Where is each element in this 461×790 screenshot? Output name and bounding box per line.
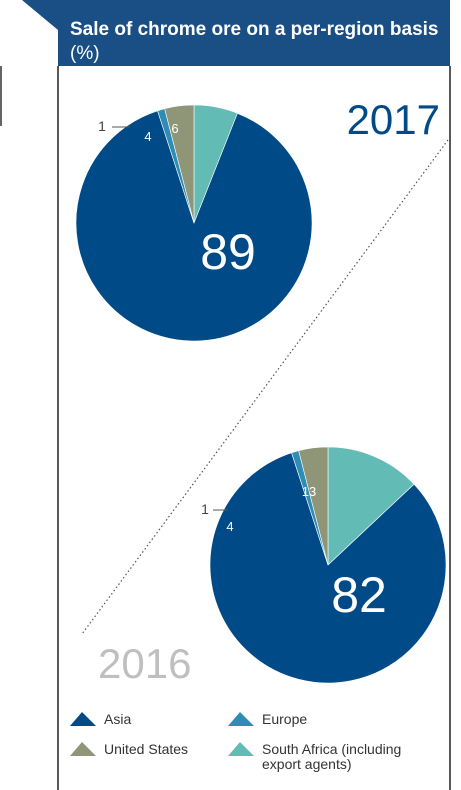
legend-item-asia: Asia <box>70 712 131 727</box>
swatch-shape <box>70 712 96 726</box>
pie-chart-2017: 89 1 4 6 <box>75 104 313 342</box>
data-label-south-africa-2016: 13 <box>302 484 316 499</box>
data-label-united-states-2017: 4 <box>144 129 151 144</box>
legend-label-united-states: United States <box>104 741 189 757</box>
title-text: Sale of chrome ore on a per-region basis <box>70 19 439 40</box>
legend-label-europe: Europe <box>262 711 308 727</box>
legend-item-europe: Europe <box>228 712 307 727</box>
legend-label-asia: Asia <box>104 711 132 727</box>
year-label-2016: 2016 <box>98 640 191 687</box>
data-label-asia-2017: 89 <box>200 224 256 280</box>
data-label-europe-2016: 1 <box>201 501 209 517</box>
data-label-asia-2016: 82 <box>331 567 387 623</box>
pie-slice-united-states-2016 <box>298 446 329 566</box>
legend-swatch-asia <box>70 712 96 726</box>
pie-slice-south-africa-2016 <box>327 446 415 566</box>
legend-item-united-states: United States <box>70 742 188 757</box>
pie-slice-united-states-2017 <box>164 104 195 224</box>
title-unit: (%) <box>70 43 100 64</box>
legend-swatch-united-states <box>70 742 96 756</box>
swatch-shape <box>228 742 254 756</box>
data-label-south-africa-2017: 6 <box>171 121 178 136</box>
swatch-shape <box>70 742 96 756</box>
legend-swatch-europe <box>228 712 254 726</box>
pie-slice-asia-2017 <box>75 110 313 342</box>
pie-chart-2016: 82 1 4 13 <box>201 446 447 684</box>
chart-frame <box>0 66 451 790</box>
pie-slice-asia-2016 <box>209 452 447 684</box>
legend-item-south-africa: South Africa (including export agents) <box>228 742 428 772</box>
diagonal-divider <box>81 139 449 635</box>
data-label-united-states-2016: 4 <box>226 519 233 534</box>
header-banner-shape <box>22 0 450 66</box>
chart-title: Sale of chrome ore on a per-region basis… <box>70 18 450 66</box>
legend-label-south-africa: South Africa (including export agents) <box>262 741 402 772</box>
legend-swatch-south-africa <box>228 742 254 756</box>
header-banner <box>22 0 450 66</box>
year-label-2017: 2017 <box>347 96 440 143</box>
swatch-shape <box>228 712 254 726</box>
data-label-europe-2017: 1 <box>98 118 106 134</box>
chart-header: Sale of chrome ore on a per-region basis… <box>0 0 461 72</box>
